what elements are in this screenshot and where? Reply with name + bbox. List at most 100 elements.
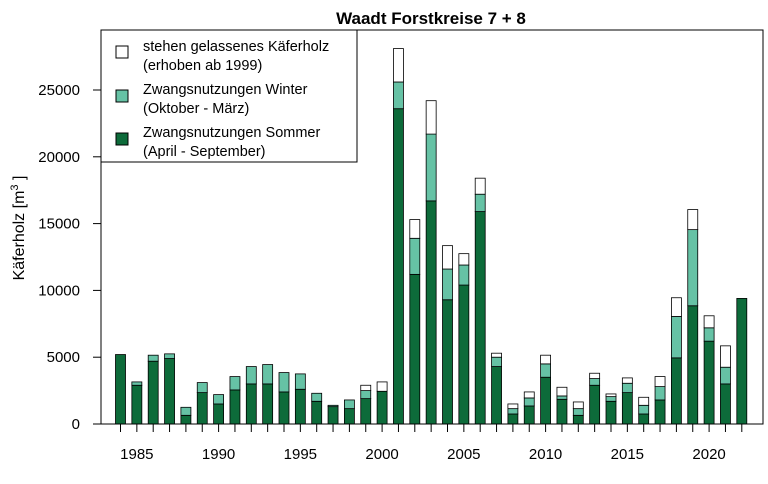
bar-2020-series-0 xyxy=(703,340,715,425)
bar-1984-series-0 xyxy=(115,354,126,425)
bar-1985-series-0 xyxy=(131,384,143,425)
bar-1989-series-1 xyxy=(196,382,208,394)
bar-2012-series-0 xyxy=(572,414,584,425)
bar-2002-series-1 xyxy=(409,237,421,275)
bar-2018-series-0 xyxy=(671,357,682,425)
plot-frame xyxy=(100,29,764,425)
legend-label-winter-line2: (Oktober - März) xyxy=(143,101,249,117)
bar-2017-series-2 xyxy=(654,376,666,387)
y-axis-label: Käferholz [m3 ] xyxy=(9,176,28,281)
bar-1986-series-1 xyxy=(147,354,159,362)
bar-2014-series-0 xyxy=(605,400,617,425)
x-tick-label: 2000 xyxy=(365,446,398,463)
bar-2007-series-2 xyxy=(491,352,502,358)
x-tick-label: 2010 xyxy=(529,446,562,463)
legend-label-sommer-line2: (April - September) xyxy=(143,144,265,160)
bar-2021-series-2 xyxy=(720,345,731,368)
bar-1990-series-1 xyxy=(213,394,225,405)
x-tick-label: 2020 xyxy=(692,446,725,463)
y-tick-label: 5000 xyxy=(47,349,80,366)
bar-1990-series-0 xyxy=(213,403,225,425)
bar-2003-series-1 xyxy=(425,133,437,202)
y-axis-label-superscript: 3 xyxy=(9,184,21,190)
legend-swatch-sommer xyxy=(115,132,129,146)
legend-label-stehen-gelassen: stehen gelassenes Käferholz xyxy=(143,39,329,55)
x-tick-label: 1990 xyxy=(202,446,235,463)
bar-2020-series-1 xyxy=(703,327,715,342)
y-axis-label-text: Käferholz [m xyxy=(11,191,28,281)
bar-1994-series-0 xyxy=(278,391,290,425)
x-tick-label: 2005 xyxy=(447,446,480,463)
bar-1998-series-0 xyxy=(343,408,355,425)
bar-1993-series-1 xyxy=(262,364,274,385)
bar-2015-series-2 xyxy=(621,377,633,384)
y-tick-label: 20000 xyxy=(38,149,80,166)
bar-1987-series-1 xyxy=(164,353,175,359)
y-tick-label: 0 xyxy=(72,416,80,433)
bar-1986-series-0 xyxy=(147,360,159,425)
bar-2011-series-2 xyxy=(556,386,568,397)
bar-2002-series-0 xyxy=(409,273,421,425)
x-tick-label: 2015 xyxy=(611,446,644,463)
bar-2001-series-0 xyxy=(393,108,404,425)
bar-2014-series-2 xyxy=(605,393,617,398)
bar-1998-series-1 xyxy=(343,399,355,410)
bar-1993-series-0 xyxy=(262,383,274,425)
bar-2007-series-0 xyxy=(491,366,502,425)
bar-2003-series-2 xyxy=(425,100,437,135)
bar-2000-series-2 xyxy=(376,381,388,392)
bar-2012-series-1 xyxy=(572,408,584,416)
bar-2005-series-1 xyxy=(458,264,470,286)
bar-2016-series-0 xyxy=(638,413,650,425)
bar-1999-series-2 xyxy=(360,384,372,392)
bar-1997-series-0 xyxy=(327,406,339,425)
bar-1995-series-0 xyxy=(294,388,306,425)
y-tick-label: 25000 xyxy=(38,82,80,99)
chart-title: Waadt Forstkreise 7 + 8 xyxy=(336,9,526,28)
bar-1991-series-1 xyxy=(229,376,241,391)
bar-2008-series-2 xyxy=(507,403,519,410)
bar-2012-series-2 xyxy=(572,401,584,410)
legend-swatch-winter xyxy=(115,89,129,103)
bar-2006-series-2 xyxy=(474,177,486,195)
bar-1988-series-0 xyxy=(180,414,192,425)
bar-2007-series-1 xyxy=(491,356,502,367)
y-tick-label: 15000 xyxy=(38,216,80,233)
bar-2011-series-1 xyxy=(556,395,568,400)
legend-swatch-stehen-gelassen xyxy=(115,45,129,59)
y-tick-label: 10000 xyxy=(38,282,80,299)
bar-1994-series-1 xyxy=(278,372,290,393)
bar-2019-series-1 xyxy=(687,229,699,307)
bar-1985-series-1 xyxy=(131,381,143,386)
legend: stehen gelassenes Käferholz (erhoben ab … xyxy=(100,29,358,163)
bar-1999-series-0 xyxy=(360,398,372,425)
legend-box xyxy=(100,29,358,163)
bar-2021-series-1 xyxy=(720,366,731,385)
bar-2005-series-2 xyxy=(458,253,470,266)
bar-2001-series-1 xyxy=(393,81,404,110)
bar-2019-series-2 xyxy=(687,209,699,231)
bar-2020-series-2 xyxy=(703,315,715,329)
bar-2006-series-0 xyxy=(474,211,486,425)
bar-1997-series-1 xyxy=(327,404,339,408)
bar-2001-series-2 xyxy=(393,48,404,83)
bar-2017-series-0 xyxy=(654,399,666,425)
y-axis: 0 5000 10000 15000 20000 25000 xyxy=(38,82,101,433)
legend-label-stehen-gelassen-line2: (erhoben ab 1999) xyxy=(143,58,262,74)
bar-2013-series-0 xyxy=(589,384,601,425)
bar-1988-series-1 xyxy=(180,406,192,416)
legend-label-winter: Zwangsnutzungen Winter xyxy=(143,82,308,98)
bar-2008-series-0 xyxy=(507,413,519,425)
bar-2006-series-1 xyxy=(474,193,486,212)
bar-2004-series-2 xyxy=(442,245,453,270)
legend-label-sommer: Zwangsnutzungen Sommer xyxy=(143,125,320,141)
bar-2005-series-0 xyxy=(458,284,470,425)
x-tick-label: 1985 xyxy=(120,446,153,463)
bar-1987-series-0 xyxy=(164,358,175,425)
bar-1992-series-1 xyxy=(245,366,257,385)
bar-2016-series-2 xyxy=(638,396,650,406)
bar-2011-series-0 xyxy=(556,398,568,425)
bar-2010-series-1 xyxy=(540,363,551,378)
bar-1991-series-0 xyxy=(229,389,241,425)
